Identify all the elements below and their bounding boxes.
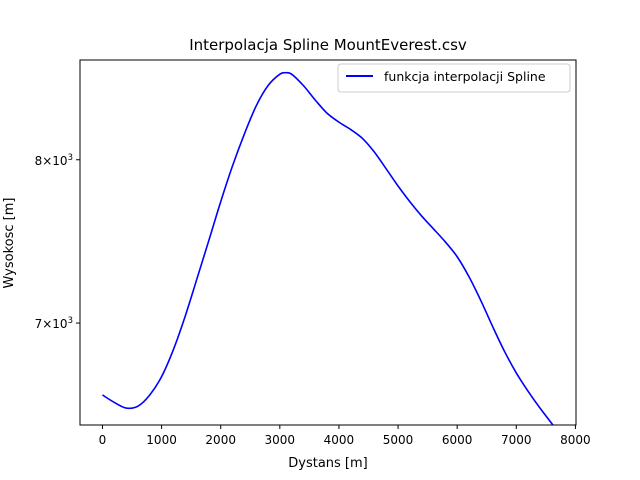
x-tick-label: 0: [99, 433, 107, 447]
chart-title: Interpolacja Spline MountEverest.csv: [189, 36, 467, 54]
x-tick-label: 3000: [265, 433, 296, 447]
legend-box: [337, 63, 571, 93]
legend: funkcja interpolacji Spline: [337, 63, 571, 93]
x-tick-label: 6000: [442, 433, 473, 447]
x-axis-ticks: 0 1000 2000 3000 4000 5000 6000 7000 8000: [99, 425, 591, 447]
x-tick-label: 5000: [383, 433, 414, 447]
series-line: [102, 71, 554, 426]
y-axis-ticks: 7×103 8×103: [35, 153, 80, 331]
series-group: [102, 71, 554, 426]
x-tick-label: 1000: [146, 433, 177, 447]
x-tick-label: 8000: [560, 433, 591, 447]
y-axis-label: Wysokosc [m]: [2, 198, 17, 289]
plot-area-frame: [79, 59, 577, 426]
x-axis-label: Dystans [m]: [288, 456, 368, 471]
x-tick-label: 4000: [324, 433, 355, 447]
y-tick-label: 7×103: [35, 316, 73, 331]
x-tick-label: 7000: [501, 433, 532, 447]
legend-label: funkcja interpolacji Spline: [384, 69, 546, 84]
x-tick-label: 2000: [205, 433, 236, 447]
y-tick-label: 8×103: [35, 153, 73, 168]
